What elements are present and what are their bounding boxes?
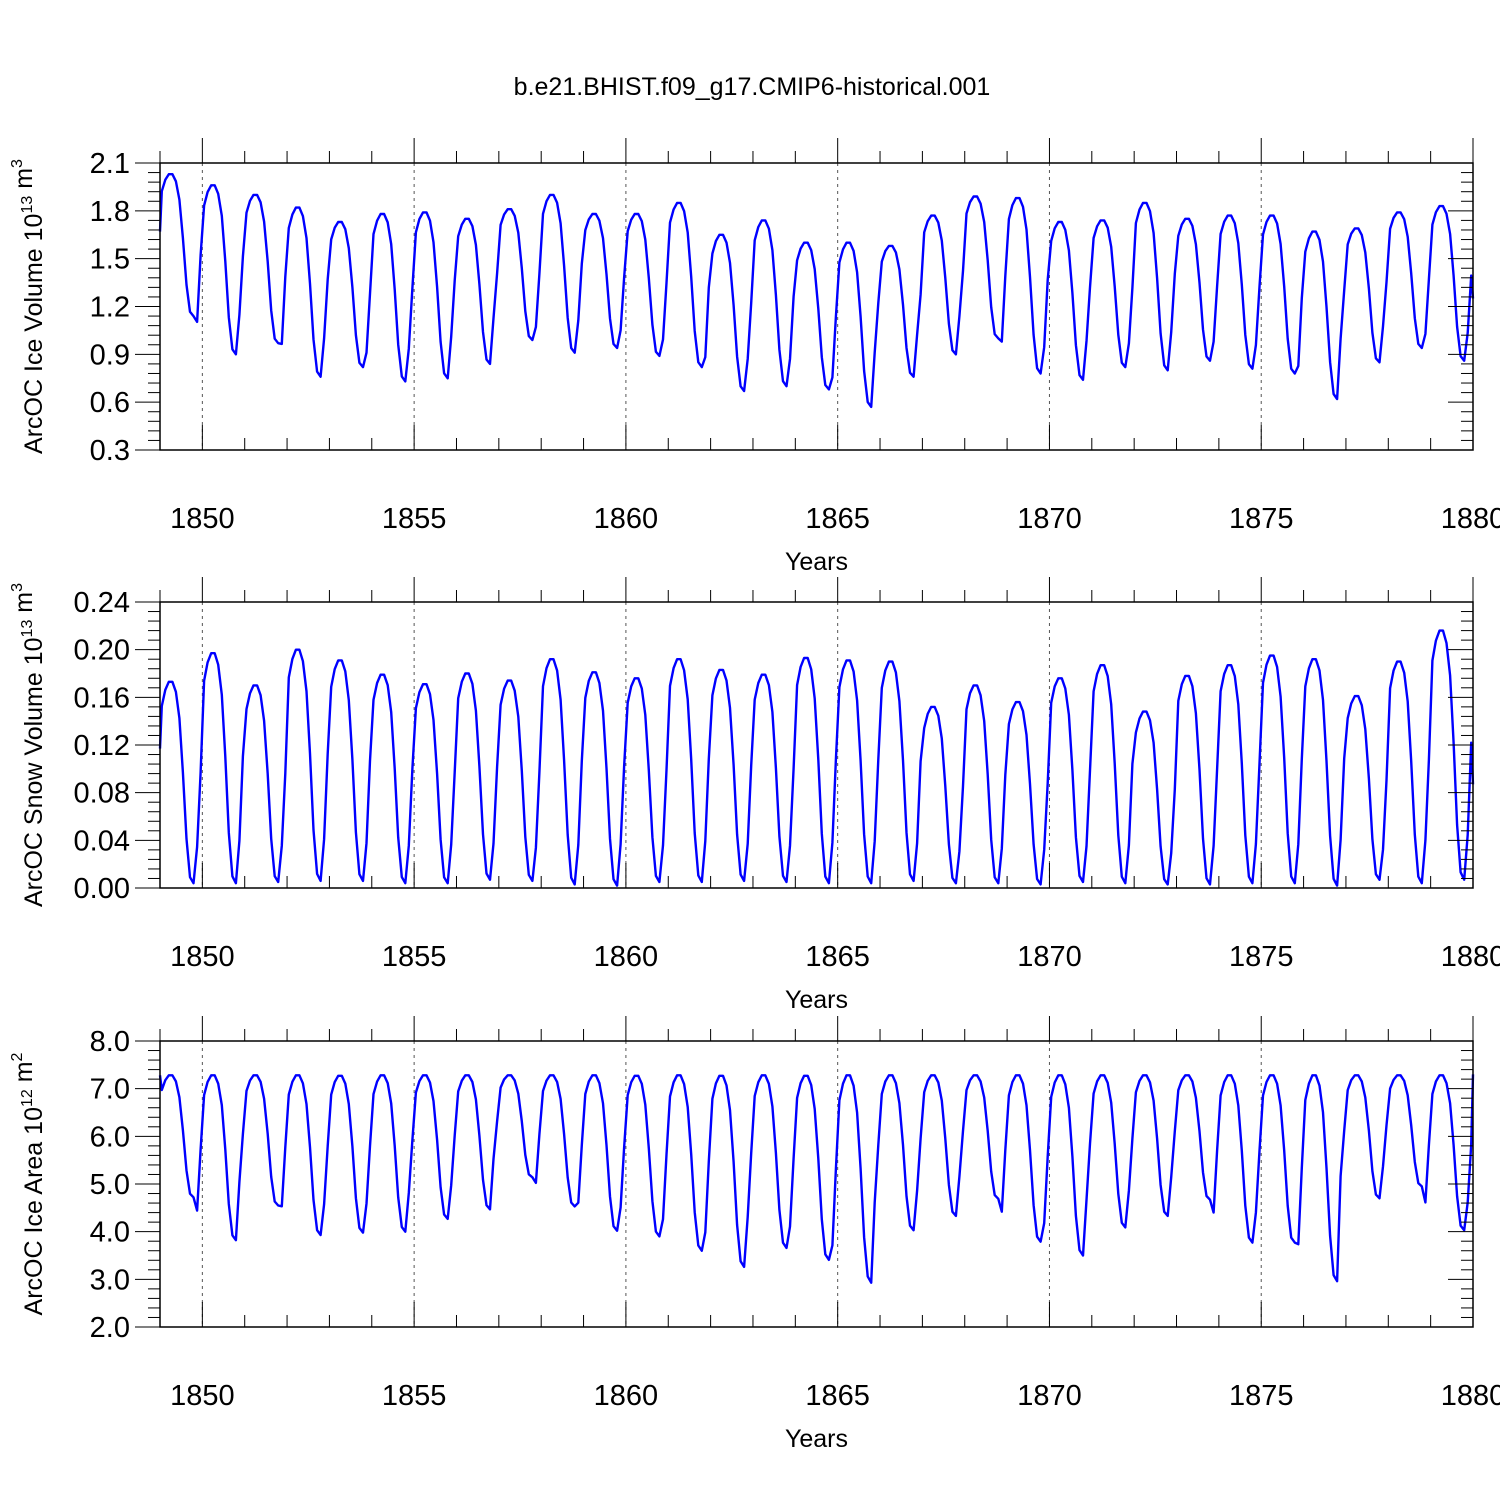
x-tick-label: 1865 bbox=[805, 941, 870, 973]
x-tick-label: 1875 bbox=[1229, 941, 1294, 973]
x-axis-label: Years bbox=[785, 1425, 848, 1453]
y-tick-label: 0.16 bbox=[74, 682, 130, 714]
x-axis-label: Years bbox=[785, 986, 848, 1014]
y-tick-label: 0.9 bbox=[90, 339, 130, 371]
plot-frame bbox=[159, 162, 1474, 451]
snow-volume-panel: 1850 1855 1860 1865 1870 1875 1880 0.00 0.04 0.08… bbox=[9, 577, 1500, 1014]
x-tick-label: 1865 bbox=[805, 503, 870, 535]
series-line-snow-volume bbox=[158, 629, 1475, 887]
x-tick-label: 1865 bbox=[805, 1380, 870, 1412]
y-tick-label: 2.0 bbox=[90, 1312, 130, 1344]
y-tick-label: 8.0 bbox=[90, 1026, 130, 1058]
y-tick-label: 3.0 bbox=[90, 1264, 130, 1296]
y-tick-label: 0.04 bbox=[74, 825, 130, 857]
series-line-ice-area bbox=[158, 1074, 1475, 1284]
x-tick-label: 1860 bbox=[594, 503, 659, 535]
y-tick-label: 1.5 bbox=[90, 244, 130, 276]
x-tick-label: 1870 bbox=[1017, 941, 1082, 973]
x-axis-label: Years bbox=[785, 548, 848, 576]
y-tick-label: 5.0 bbox=[90, 1169, 130, 1201]
figure-title: b.e21.BHIST.f09_g17.CMIP6-historical.001 bbox=[514, 73, 991, 101]
y-axis-label: ArcOC Ice Area 1012 m2 bbox=[9, 1052, 48, 1315]
y-tick-label: 1.8 bbox=[90, 196, 130, 228]
y-tick-label: 0.3 bbox=[90, 435, 130, 467]
x-tick-label: 1850 bbox=[170, 503, 235, 535]
x-tick-label: 1860 bbox=[594, 941, 659, 973]
series-line-ice-volume bbox=[158, 173, 1475, 409]
y-tick-label: 0.08 bbox=[74, 778, 130, 810]
x-tick-label: 1880 bbox=[1441, 941, 1500, 973]
x-tick-label: 1880 bbox=[1441, 503, 1500, 535]
x-tick-label: 1855 bbox=[382, 941, 447, 973]
y-axis-label: ArcOC Snow Volume 1013 m3 bbox=[9, 583, 48, 907]
x-tick-label: 1850 bbox=[170, 941, 235, 973]
x-tick-label: 1855 bbox=[382, 1380, 447, 1412]
ice-area-panel: 1850 1855 1860 1865 1870 1875 1880 2.0 3.0 4.0 5.0… bbox=[9, 1016, 1500, 1453]
x-tick-label: 1860 bbox=[594, 1380, 659, 1412]
y-tick-label: 0.24 bbox=[74, 587, 130, 619]
y-tick-label: 0.12 bbox=[74, 730, 130, 762]
x-tick-label: 1875 bbox=[1229, 1380, 1294, 1412]
y-tick-label: 0.20 bbox=[74, 635, 130, 667]
x-tick-label: 1880 bbox=[1441, 1380, 1500, 1412]
y-tick-label: 6.0 bbox=[90, 1121, 130, 1153]
y-tick-label: 2.1 bbox=[90, 148, 130, 180]
x-tick-label: 1875 bbox=[1229, 503, 1294, 535]
y-tick-label: 1.2 bbox=[90, 292, 130, 324]
x-tick-label: 1870 bbox=[1017, 503, 1082, 535]
ice-volume-panel: 1850 1855 1860 1865 1870 1875 1880 0.3 0.6 0.9 1.2… bbox=[9, 138, 1500, 576]
y-tick-label: 0.00 bbox=[74, 873, 130, 905]
y-tick-label: 4.0 bbox=[90, 1217, 130, 1249]
x-tick-label: 1855 bbox=[382, 503, 447, 535]
x-tick-label: 1850 bbox=[170, 1380, 235, 1412]
y-tick-label: 7.0 bbox=[90, 1074, 130, 1106]
x-tick-label: 1870 bbox=[1017, 1380, 1082, 1412]
y-axis-label: ArcOC Ice Volume 1013 m3 bbox=[9, 159, 48, 454]
y-tick-label: 0.6 bbox=[90, 387, 130, 419]
